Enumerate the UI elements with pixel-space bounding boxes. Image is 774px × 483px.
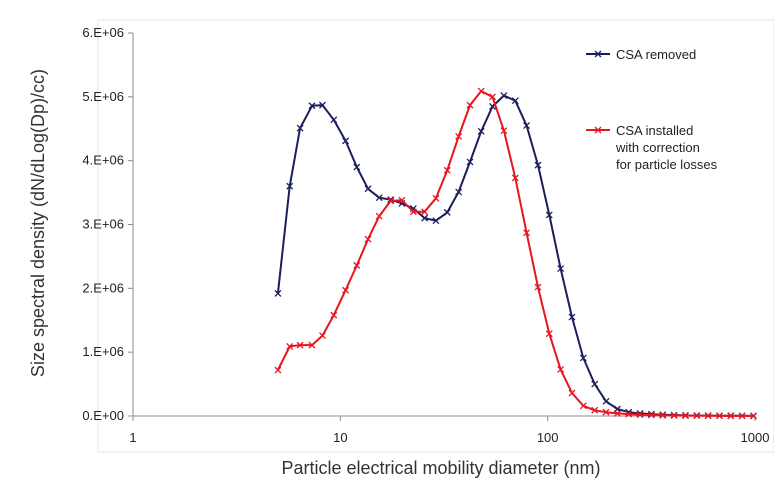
data-point-marker bbox=[670, 412, 678, 419]
data-point-marker bbox=[545, 211, 553, 219]
data-point-marker bbox=[296, 124, 304, 132]
plot-area-frame bbox=[97, 19, 774, 453]
legend-label: with correction bbox=[615, 140, 700, 155]
data-point-marker bbox=[579, 402, 587, 410]
data-point-marker bbox=[511, 97, 519, 105]
data-point-marker bbox=[636, 411, 644, 419]
data-point-marker bbox=[466, 101, 474, 109]
data-point-marker bbox=[523, 229, 531, 237]
data-point-marker bbox=[409, 208, 417, 216]
data-point-marker bbox=[749, 412, 757, 420]
y-tick-label: 0.E+00 bbox=[82, 408, 124, 423]
data-point-marker bbox=[704, 412, 712, 420]
y-tick-label: 3.E+06 bbox=[82, 217, 124, 232]
data-point-marker bbox=[342, 137, 350, 145]
data-point-marker bbox=[319, 332, 326, 340]
data-point-marker bbox=[308, 102, 316, 110]
data-point-marker bbox=[364, 185, 372, 193]
legend-item: CSA installed with correction for particle… bbox=[586, 123, 718, 172]
data-point-marker bbox=[647, 411, 655, 419]
data-point-marker bbox=[500, 92, 508, 100]
y-tick-label: 2.E+06 bbox=[82, 280, 124, 295]
data-point-marker bbox=[274, 289, 282, 297]
data-point-marker bbox=[579, 354, 587, 362]
data-point-marker bbox=[398, 196, 406, 204]
data-point-marker bbox=[387, 197, 395, 205]
x-tick-label: 10 bbox=[333, 430, 347, 445]
data-point-marker bbox=[342, 286, 350, 294]
data-point-marker bbox=[489, 93, 496, 101]
data-point-marker bbox=[421, 214, 429, 222]
y-tick-label: 4.E+06 bbox=[82, 153, 124, 168]
data-point-marker bbox=[534, 283, 542, 291]
data-point-marker bbox=[432, 194, 440, 202]
data-point-marker bbox=[613, 409, 621, 417]
data-point-marker bbox=[568, 313, 576, 321]
x-tick-label: 1000 bbox=[741, 430, 770, 445]
data-point-marker bbox=[500, 127, 508, 135]
data-point-marker bbox=[319, 101, 326, 109]
legend-marker-swatch bbox=[594, 126, 602, 134]
data-point-marker bbox=[727, 412, 735, 420]
data-point-marker bbox=[602, 408, 610, 416]
data-point-marker bbox=[534, 161, 542, 169]
x-tick-label: 1 bbox=[129, 430, 136, 445]
data-point-marker bbox=[545, 330, 553, 338]
y-tick-label: 6.E+06 bbox=[82, 25, 124, 40]
data-point-marker bbox=[568, 389, 576, 397]
data-point-marker bbox=[432, 217, 440, 225]
data-point-marker bbox=[523, 122, 531, 130]
y-axis-title: Size spectral density (dN/dLog(Dp)/cc) bbox=[28, 69, 48, 377]
data-point-marker bbox=[421, 208, 429, 216]
data-point-marker bbox=[286, 342, 294, 350]
data-point-marker bbox=[716, 412, 723, 420]
legend-label: CSA removed bbox=[616, 47, 696, 62]
data-point-marker bbox=[364, 235, 372, 243]
data-point-marker bbox=[443, 166, 451, 174]
legend-label: for particle losses bbox=[616, 157, 718, 172]
data-point-marker bbox=[591, 380, 599, 388]
data-point-marker bbox=[330, 311, 338, 319]
data-point-marker bbox=[477, 87, 485, 95]
x-axis-ticks: 1 10 100 1000 bbox=[129, 416, 769, 445]
legend-marker-swatch bbox=[594, 50, 602, 58]
legend: CSA removed CSA installed with correction f… bbox=[586, 47, 718, 172]
data-point-marker bbox=[557, 365, 565, 373]
data-point-marker bbox=[455, 132, 463, 140]
series-group bbox=[274, 87, 757, 420]
data-point-marker bbox=[353, 163, 361, 171]
data-point-marker bbox=[511, 174, 519, 182]
x-axis-title: Particle electrical mobility diameter (n… bbox=[281, 458, 600, 478]
data-point-marker bbox=[681, 412, 689, 420]
legend-label: CSA installed bbox=[616, 123, 693, 138]
legend-item: CSA removed bbox=[586, 47, 696, 62]
data-point-marker bbox=[443, 208, 451, 216]
data-point-marker bbox=[330, 116, 338, 124]
data-point-marker bbox=[308, 341, 316, 349]
data-point-marker bbox=[557, 265, 565, 273]
series-layer bbox=[274, 87, 757, 420]
data-point-marker bbox=[353, 261, 361, 269]
data-point-marker bbox=[693, 412, 701, 420]
data-point-marker bbox=[375, 212, 383, 220]
data-point-marker bbox=[375, 194, 383, 202]
data-point-marker bbox=[625, 410, 633, 418]
data-point-marker bbox=[455, 188, 463, 196]
y-axis-ticks: 0.E+00 1.E+06 2.E+06 3.E+06 4.E+06 5.E+06 6.E+… bbox=[82, 25, 133, 423]
y-tick-label: 5.E+06 bbox=[82, 89, 124, 104]
data-point-marker bbox=[274, 366, 282, 374]
data-point-marker bbox=[466, 158, 474, 166]
x-tick-label: 100 bbox=[537, 430, 559, 445]
y-tick-label: 1.E+06 bbox=[82, 344, 124, 359]
data-point-marker bbox=[659, 411, 667, 419]
data-point-marker bbox=[591, 406, 599, 414]
data-point-marker bbox=[602, 397, 610, 405]
data-point-marker bbox=[477, 127, 485, 135]
data-point-marker bbox=[738, 412, 746, 420]
data-point-marker bbox=[286, 182, 294, 190]
data-point-marker bbox=[296, 341, 304, 349]
